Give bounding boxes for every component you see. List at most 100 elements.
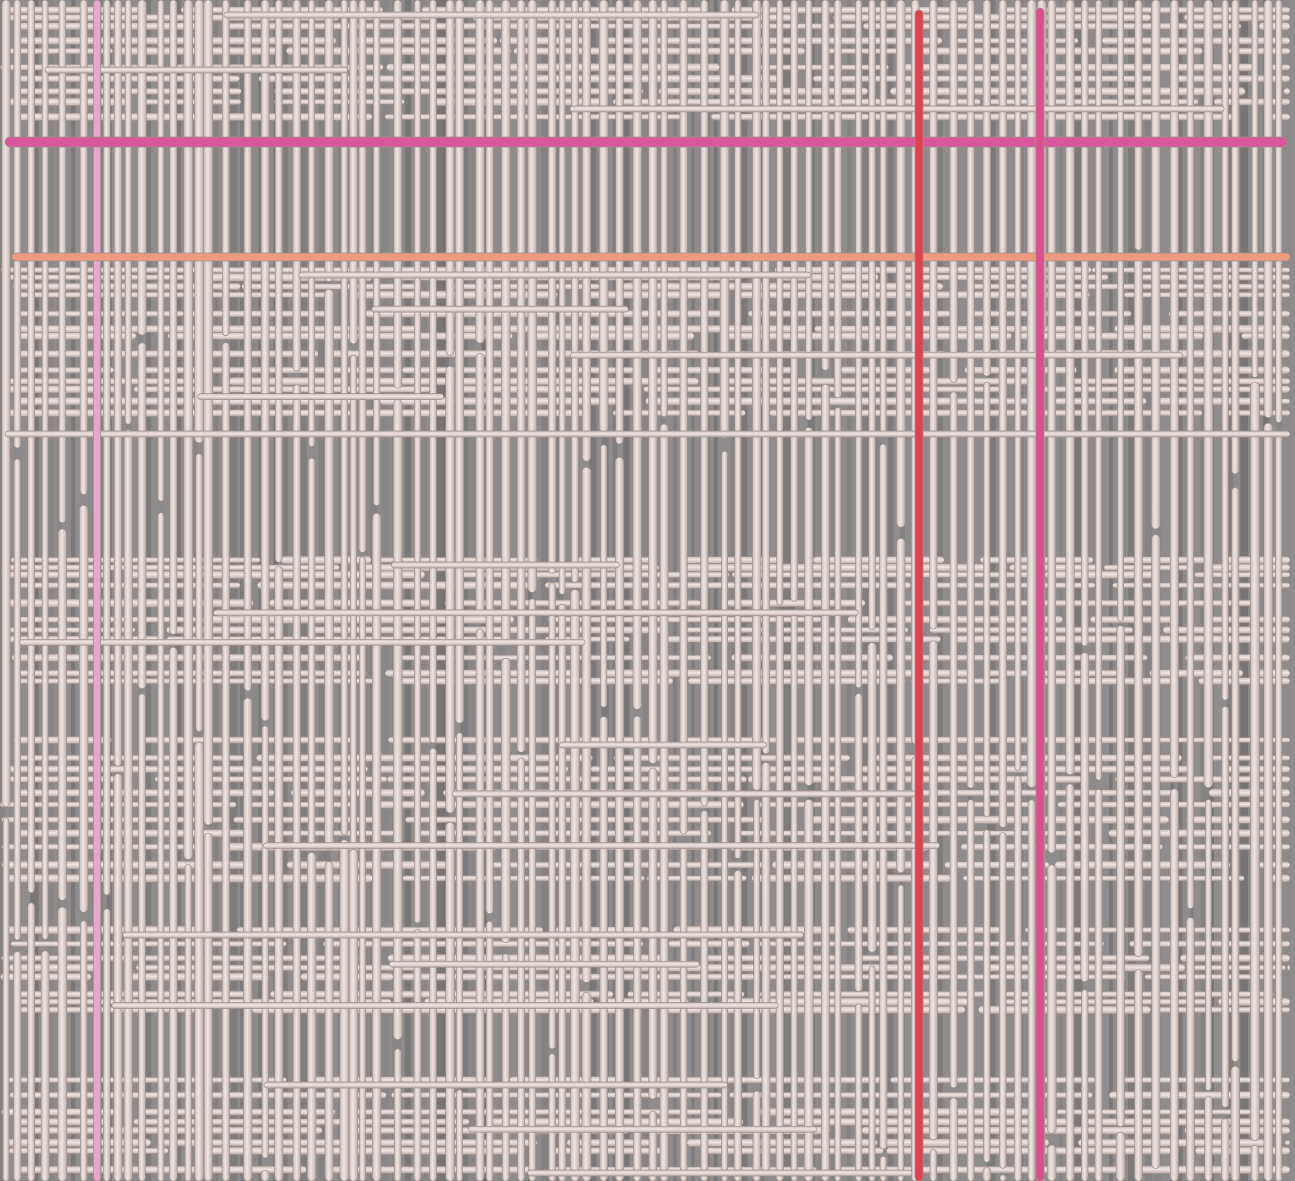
vertical-rod [582,0,591,462]
vertical-rod [57,528,67,901]
horizontal-rod [1286,964,1291,971]
horizontal-rod [558,741,767,749]
vertical-rod [776,0,784,606]
vertical-rod [1205,799,1212,1091]
vertical-rod [455,0,465,724]
vertical-rod [137,0,147,336]
vertical-rod [879,0,887,434]
vertical-rod [1250,381,1260,1141]
vertical-rod [324,288,334,851]
vertical-rod [1134,0,1143,251]
shadow-stripe [887,0,894,1181]
vertical-rod [659,423,669,1181]
vertical-rod [633,715,642,1181]
vertical-rod [752,0,762,791]
vertical-rod [1047,1144,1057,1181]
vertical-rod [1151,0,1161,530]
shadow-stripe [612,0,618,1181]
shadow-stripe [1283,0,1292,1181]
vertical-rod [804,427,814,786]
shadow-stripe [145,0,152,1181]
vertical-rod [548,582,556,1050]
horizontal-rod [213,609,859,617]
vertical-rod [790,613,798,1181]
horizontal-rod [9,97,130,106]
horizontal-rod [233,816,381,824]
vertical-rod [27,0,35,894]
horizontal-rod [11,252,1291,262]
vertical-rod [790,0,798,602]
vertical-rod [13,458,21,941]
vertical-rod [949,1097,958,1181]
shadow-stripe [1144,0,1153,1181]
vertical-rod [855,0,863,689]
horizontal-rod [879,1138,1050,1147]
horizontal-rod [1149,669,1244,678]
vertical-rod [868,965,876,1181]
vertical-rod [599,716,608,1181]
vertical-rod [581,466,592,983]
shadow-stripe [364,0,371,1181]
vertical-rod [897,884,905,1181]
shadow-stripe [956,0,960,1181]
vertical-rod [983,829,991,1163]
vertical-rod [700,0,709,807]
vertical-rod [896,0,906,528]
shadow-stripe [318,0,326,1181]
vertical-rod [1221,706,1229,1108]
shadow-stripe [469,0,476,1181]
shadow-stripe [88,0,97,1181]
vertical-rod [501,953,510,1181]
vertical-rod [307,457,316,848]
shadow-stripe [300,0,307,1181]
vertical-rod [123,429,133,1181]
vertical-rod [359,556,366,1181]
vertical-rod [1151,534,1161,1169]
horizontal-rod [197,393,444,400]
vertical-rod [753,799,761,1079]
horizontal-rod [1089,615,1177,624]
vertical-rod [58,0,67,524]
horizontal-rod [569,351,1183,359]
horizontal-rod [13,112,373,121]
vertical-rod [982,1166,992,1181]
horizontal-rod [1056,1109,1283,1115]
vertical-rod [1095,0,1103,781]
horizontal-rod [7,377,196,385]
shadow-stripe [691,0,695,1181]
vertical-rod [169,0,178,635]
shadow-stripe [1059,0,1063,1181]
horizontal-rod [19,638,586,646]
vertical-rod [868,0,876,631]
vertical-rod [445,0,455,356]
shadow-stripe [541,0,549,1181]
shadow-stripe [778,0,788,1181]
vertical-rod [1186,917,1195,1181]
shadow-stripe [1127,0,1137,1181]
vertical-rod [260,1169,270,1181]
shadow-stripe [460,0,469,1181]
horizontal-rod [4,6,145,14]
vertical-rod [1263,0,1273,418]
vertical-rod [761,0,770,755]
vertical-rod [1169,0,1179,778]
shadow-stripe [673,0,677,1181]
vertical-rod [600,444,608,708]
vertical-rod [2,817,10,1181]
vertical-rod [1275,0,1283,423]
shadow-stripe [831,0,838,1181]
vertical-rod [307,852,317,1181]
shadow-stripe [230,0,238,1181]
shadow-stripe [623,0,630,1181]
vertical-rod [292,0,302,372]
vertical-rod [501,0,511,647]
vertical-rod [429,0,437,744]
vertical-rod [1133,257,1143,957]
vertical-rod [157,0,165,502]
vertical-rod [1026,0,1037,788]
vertical-rod [547,0,557,574]
vertical-rod [982,0,991,377]
horizontal-rod [4,430,1291,438]
